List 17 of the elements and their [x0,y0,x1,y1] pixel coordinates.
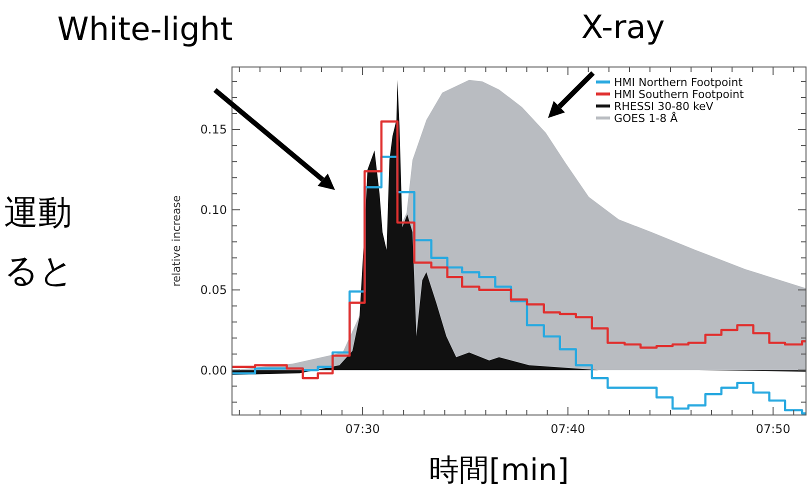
legend-label: GOES 1-8 Å [614,110,678,125]
text: X-ray [581,8,665,46]
y-tick-label: 0.05 [200,283,227,298]
text: 運動 [4,193,72,233]
text: ると [4,251,74,291]
x-axis-title: 時間[min] [429,453,569,488]
x-tick-label: 07:30 [345,422,380,436]
y-tick-label: 0.15 [200,122,227,137]
y-tick-label: 0.00 [200,363,227,378]
y-tick-label: 0.10 [200,202,227,217]
legend-label: HMI Northern Footpoint [614,76,744,89]
legend-label: HMI Southern Footpoint [614,88,744,101]
x-tick-label: 07:40 [550,422,586,436]
x-tick-label: 07:50 [756,422,790,436]
text: White-light [57,10,233,48]
legend-label: RHESSI 30-80 keV [614,100,714,113]
y-axis-title: relative increase [170,195,183,287]
